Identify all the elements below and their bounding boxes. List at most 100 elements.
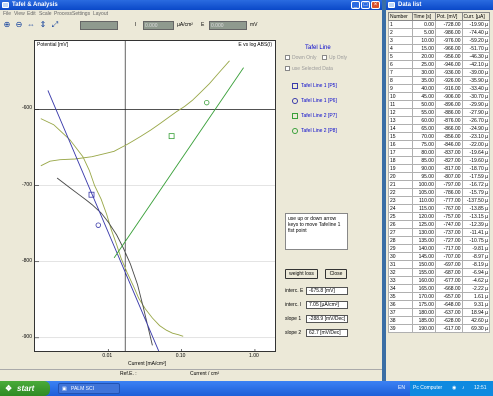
- table-row[interactable]: 7 30.00 -936.00 -39.00 µ: [388, 68, 491, 77]
- table-row[interactable]: 3 10.00 -976.00 -59.20 µ: [388, 36, 491, 45]
- volume-icon[interactable]: ♪: [462, 385, 465, 391]
- weight-loss-button[interactable]: weight loss: [285, 269, 318, 279]
- table-cell: -19.60 µ: [461, 156, 491, 165]
- title-bar[interactable]: Tafel & Analysis _ □ ×: [0, 0, 382, 10]
- window-title: Tafel & Analysis: [12, 2, 58, 8]
- table-cell: -648.00: [434, 300, 463, 309]
- table-row[interactable]: 16 75.00 -846.00 -22.00 µ: [388, 140, 491, 149]
- column-header[interactable]: Curr. [µA]: [461, 12, 491, 21]
- table-row[interactable]: 30 145.00 -707.00 -8.97 µ: [388, 252, 491, 261]
- table-row[interactable]: 8 35.00 -926.00 -35.90 µ: [388, 76, 491, 85]
- fit-y-icon[interactable]: ⇕: [39, 20, 47, 29]
- table-cell: -886.00: [434, 108, 463, 117]
- table-row[interactable]: 33 160.00 -677.00 -4.62 µ: [388, 276, 491, 285]
- circle-marker-icon[interactable]: [292, 128, 298, 134]
- table-row[interactable]: 26 125.00 -747.00 -12.39 µ: [388, 220, 491, 229]
- tafel-line-2-p8[interactable]: Tafel Line 2 [P8]: [301, 128, 337, 134]
- maximize-button[interactable]: □: [361, 1, 370, 9]
- table-row[interactable]: 21 100.00 -797.00 -16.72 µ: [388, 180, 491, 189]
- square-marker-icon[interactable]: [292, 83, 298, 89]
- table-cell: 10: [388, 92, 413, 101]
- data-title-bar[interactable]: Data list: [386, 0, 493, 10]
- table-row[interactable]: 2 5.00 -986.00 -74.40 µ: [388, 28, 491, 37]
- start-label: start: [17, 384, 35, 393]
- close-window-button[interactable]: ×: [371, 1, 380, 9]
- tafel-line-2-p7[interactable]: Tafel Line 2 [P7]: [301, 113, 337, 119]
- menu-process[interactable]: Process: [54, 11, 73, 17]
- table-row[interactable]: 38 185.00 -628.00 42.60 µ: [388, 316, 491, 325]
- square-marker-icon[interactable]: [292, 113, 298, 119]
- network-icon[interactable]: ◉: [452, 385, 457, 391]
- table-row[interactable]: 31 150.00 -697.00 -8.19 µ: [388, 260, 491, 269]
- table-row[interactable]: 37 180.00 -637.00 18.94 µ: [388, 308, 491, 317]
- table-row[interactable]: 19 90.00 -817.00 -18.70 µ: [388, 164, 491, 173]
- table-row[interactable]: 20 95.00 -807.00 -17.59 µ: [388, 172, 491, 181]
- table-row[interactable]: 15 70.00 -856.00 -23.10 µ: [388, 132, 491, 141]
- down-only-checkbox[interactable]: [285, 55, 290, 60]
- menu-settings[interactable]: Settings: [72, 11, 91, 17]
- zoom-out-icon[interactable]: ⊖: [15, 20, 23, 29]
- use-selected-checkbox[interactable]: [285, 66, 290, 71]
- fit-all-icon[interactable]: ⤢: [51, 20, 59, 29]
- language-indicator[interactable]: EN: [398, 385, 405, 391]
- intercept-e-label: interc. E: [285, 288, 304, 294]
- table-row[interactable]: 6 25.00 -946.00 -42.10 µ: [388, 60, 491, 69]
- tafel-line-1-p5[interactable]: Tafel Line 1 [P5]: [301, 83, 337, 89]
- table-row[interactable]: 12 55.00 -886.00 -27.90 µ: [388, 108, 491, 117]
- table-row[interactable]: 11 50.00 -896.00 -29.90 µ: [388, 100, 491, 109]
- table-row[interactable]: 25 120.00 -757.00 -13.15 µ: [388, 212, 491, 221]
- menu-view[interactable]: View: [14, 11, 25, 17]
- taskbar-item[interactable]: ▣ PALM SCI: [58, 383, 120, 394]
- table-row[interactable]: 18 85.00 -827.00 -19.60 µ: [388, 156, 491, 165]
- table-cell: 18: [388, 156, 413, 165]
- zoom-in-icon[interactable]: ⊕: [3, 20, 11, 29]
- table-cell: -10.75 µ: [461, 236, 491, 245]
- table-cell: 5: [388, 52, 413, 61]
- table-row[interactable]: 23 110.00 -777.00 -137.50 µ: [388, 196, 491, 205]
- start-button[interactable]: ❖ start: [0, 381, 50, 396]
- menu-edit[interactable]: Edit: [27, 11, 36, 17]
- table-row[interactable]: 34 165.00 -668.00 -2.22 µ: [388, 284, 491, 293]
- column-header[interactable]: Time [s]: [411, 12, 436, 21]
- table-row[interactable]: 36 175.00 -648.00 9.31 µ: [388, 300, 491, 309]
- column-header[interactable]: Pot. [mV]: [434, 12, 463, 21]
- table-cell: -986.00: [434, 28, 463, 37]
- table-cell: -936.00: [434, 68, 463, 77]
- table-cell: 85.00: [411, 156, 436, 165]
- table-cell: 9: [388, 84, 413, 93]
- menu-layout[interactable]: Layout: [93, 11, 109, 17]
- table-cell: -906.00: [434, 92, 463, 101]
- table-row[interactable]: 22 105.00 -786.00 -15.79 µ: [388, 188, 491, 197]
- table-row[interactable]: 9 40.00 -916.00 -33.40 µ: [388, 84, 491, 93]
- data-table[interactable]: Number Time [s] Pot. [mV] Curr. [µA] 1 0.…: [388, 12, 491, 333]
- table-row[interactable]: 5 20.00 -956.00 -46.30 µ: [388, 52, 491, 61]
- table-cell: -35.90 µ: [461, 76, 491, 85]
- table-row[interactable]: 35 170.00 -657.00 1.61 µ: [388, 292, 491, 301]
- menu-scale[interactable]: Scale: [39, 11, 52, 17]
- up-only-checkbox[interactable]: [322, 55, 327, 60]
- intercept-i-label: interc. I: [285, 302, 302, 308]
- column-header[interactable]: Number: [388, 12, 413, 21]
- table-row[interactable]: 14 65.00 -866.00 -24.90 µ: [388, 124, 491, 133]
- table-row[interactable]: 13 60.00 -876.00 -26.70 µ: [388, 116, 491, 125]
- table-row[interactable]: 4 15.00 -966.00 -51.70 µ: [388, 44, 491, 53]
- table-row[interactable]: 39 190.00 -617.00 69.30 µ: [388, 324, 491, 333]
- table-row[interactable]: 28 135.00 -727.00 -10.75 µ: [388, 236, 491, 245]
- fit-x-icon[interactable]: ⇔: [27, 20, 35, 29]
- table-row[interactable]: 10 45.00 -906.00 -30.70 µ: [388, 92, 491, 101]
- table-row[interactable]: 32 155.00 -687.00 -6.94 µ: [388, 268, 491, 277]
- table-row[interactable]: 17 80.00 -837.00 -19.64 µ: [388, 148, 491, 157]
- table-row[interactable]: 1 0.00 -728.00 -19.90 µ: [388, 20, 491, 29]
- table-row[interactable]: 29 140.00 -717.00 -9.81 µ: [388, 244, 491, 253]
- close-button[interactable]: Close: [325, 269, 347, 279]
- menu-file[interactable]: File: [3, 11, 12, 17]
- table-cell: 37: [388, 308, 413, 317]
- table-row[interactable]: 27 130.00 -737.00 -11.41 µ: [388, 228, 491, 237]
- table-row[interactable]: 24 115.00 -767.00 -13.85 µ: [388, 204, 491, 213]
- table-cell: -966.00: [434, 44, 463, 53]
- minimize-button[interactable]: _: [351, 1, 360, 9]
- table-cell: 170.00: [411, 292, 436, 301]
- tafel-line-1-p6[interactable]: Tafel Line 1 [P6]: [301, 98, 337, 104]
- circle-marker-icon[interactable]: [292, 98, 298, 104]
- tafel-chart[interactable]: Potential [mV] E vs log ABS(I): [34, 40, 276, 352]
